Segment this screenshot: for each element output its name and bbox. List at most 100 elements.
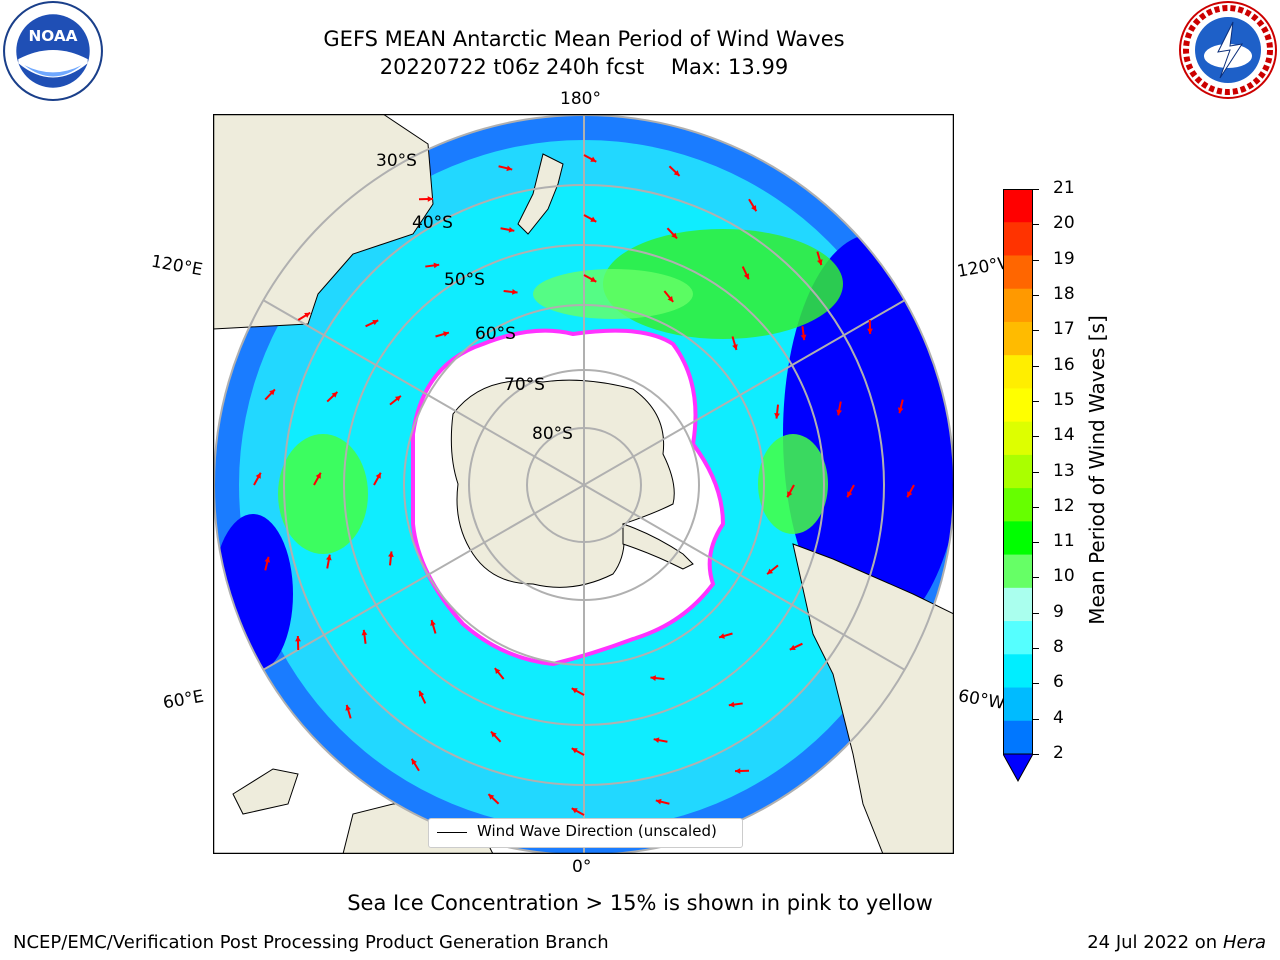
colorbar-tick-mark [1033,718,1039,720]
direction-arrow-head [345,704,351,711]
direction-arrow-head [443,331,449,337]
direction-arrow-head [653,737,660,743]
lat-label-70s: 70°S [504,375,545,395]
colorbar-tick-mark [1033,648,1039,650]
direction-arrow-head [304,312,311,318]
colorbar-tick-mark [1033,224,1039,226]
colorbar-tick-label: 15 [1053,389,1075,410]
direction-arrow-head [897,407,904,414]
colorbar-cell [1003,255,1033,290]
colorbar-cell [1003,288,1033,323]
colorbar-tick-label: 4 [1053,707,1064,728]
lat-label-40s: 40°S [412,213,453,233]
credit-date: 24 Jul 2022 on [1087,932,1223,953]
direction-arrow-head [732,344,738,350]
chart-title-line1: GEFS MEAN Antarctic Mean Period of Wind … [323,27,845,51]
colorbar-cell [1003,454,1033,489]
direction-arrow-head [719,633,725,639]
direction-arrow-head [571,808,578,814]
colorbar-tick-mark [1033,400,1039,402]
colorbar-cell [1003,321,1033,356]
colorbar-tick-label: 13 [1053,460,1075,481]
colorbar-cell [1003,222,1033,256]
direction-arrow-head [315,472,321,479]
colorbar-tick-label: 21 [1053,178,1075,198]
colorbar-tick-mark [1033,754,1039,755]
colorbar-tick-mark [1033,294,1039,296]
svg-text:NOAA: NOAA [28,27,77,45]
lat-label-50s: 50°S [444,270,485,290]
colorbar-tick-mark [1033,259,1039,261]
direction-arrow-head [655,798,662,805]
direction-arrow-head [800,334,807,341]
land-madagascar [232,768,299,815]
colorbar-cell [1003,554,1033,589]
colorbar-tick-label: 19 [1053,248,1075,269]
direction-arrow-head [427,196,433,202]
colorbar-tick-label: 8 [1053,637,1064,658]
colorbar-cell [1003,388,1033,423]
colorbar-cell [1003,189,1033,223]
direction-arrow-head [433,262,440,269]
direction-arrow-head [295,636,301,642]
colorbar-extend-triangle [1003,753,1033,783]
direction-arrow-head [508,227,515,233]
direction-arrow-head [571,688,578,694]
colorbar [1003,189,1033,783]
map-legend [428,818,743,848]
colorbar-tick-mark [1033,365,1039,367]
credit-system: Hera [1222,932,1266,953]
colorbar-tick-label: 2 [1053,743,1064,763]
legend-label: Wind Wave Direction (unscaled) [477,822,717,840]
credit-left: NCEP/EMC/Verification Post Processing Pr… [13,932,609,953]
direction-arrow-head [817,259,823,266]
colorbar-tick-mark [1033,471,1039,473]
direction-arrow-head [867,328,873,334]
direction-arrow-head [847,491,853,498]
direction-arrow-head [494,668,501,675]
wind-wave-direction-arrows [253,154,915,816]
colorbar-tick-mark [1033,577,1039,579]
direction-arrow-head [751,205,757,212]
colorbar-tick-mark [1033,506,1039,508]
direction-arrow-head [743,273,750,280]
legend-line [437,832,467,833]
direction-arrow-head [590,216,597,222]
colorbar-tick-label: 6 [1053,672,1064,693]
sea-ice-note: Sea Ice Concentration > 15% is shown in … [347,891,933,915]
direction-arrow-head [512,289,518,295]
lat-label-30s: 30°S [376,151,417,171]
colorbar-cell [1003,355,1033,389]
direction-arrow-head [331,391,338,398]
colorbar-tick-mark [1033,542,1039,544]
direction-arrow-head [394,395,401,402]
noaa-logo: NOAA [3,1,103,101]
direction-arrow-head [418,690,425,697]
direction-arrow-head [372,319,379,326]
direction-arrow-head [590,276,597,282]
lon-label-60e: 60°E [161,686,206,714]
direction-arrow-head [836,409,842,416]
direction-arrow-head [326,554,332,561]
colorbar-title: Mean Period of Wind Waves [s] [1085,315,1109,625]
direction-arrow-head [264,556,271,563]
colorbar-tick-mark [1033,330,1039,332]
direction-arrow-head [388,551,394,557]
polar-map [213,114,954,854]
direction-arrow-head [255,472,261,479]
direction-arrow-head [361,629,368,636]
land-new-zealand [517,153,564,235]
direction-arrow-head [789,644,796,651]
lon-label-180: 180° [560,89,601,109]
credit-right: 24 Jul 2022 on Hera [1087,932,1266,953]
direction-arrow-head [787,491,793,498]
direction-arrow-head [375,472,381,479]
colorbar-tick-label: 20 [1053,213,1075,234]
colorbar-frame [1003,189,1033,755]
direction-arrow-head [590,156,597,162]
colorbar-cell [1003,587,1033,622]
direction-arrow-head [667,295,674,302]
chart-title-line2: 20220722 t06z 240h fcst Max: 13.99 [379,55,789,79]
colorbar-cell [1003,421,1033,456]
direction-arrow-head [673,170,680,176]
